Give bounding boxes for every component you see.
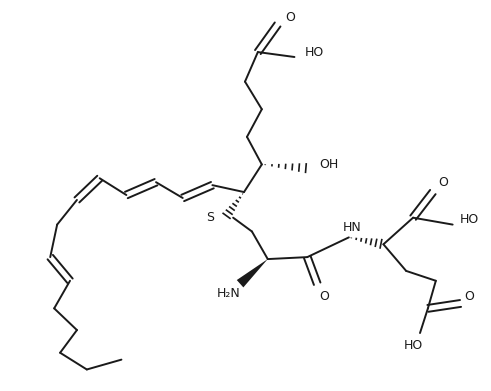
Text: S: S <box>206 211 215 224</box>
Text: O: O <box>319 290 329 303</box>
Polygon shape <box>237 259 268 287</box>
Text: HN: HN <box>342 221 361 234</box>
Text: O: O <box>464 290 474 303</box>
Text: O: O <box>286 11 296 24</box>
Text: H₂N: H₂N <box>217 287 240 300</box>
Text: HO: HO <box>404 339 423 352</box>
Text: HO: HO <box>460 213 479 226</box>
Text: OH: OH <box>320 158 339 171</box>
Text: HO: HO <box>304 46 324 59</box>
Text: O: O <box>438 176 448 189</box>
